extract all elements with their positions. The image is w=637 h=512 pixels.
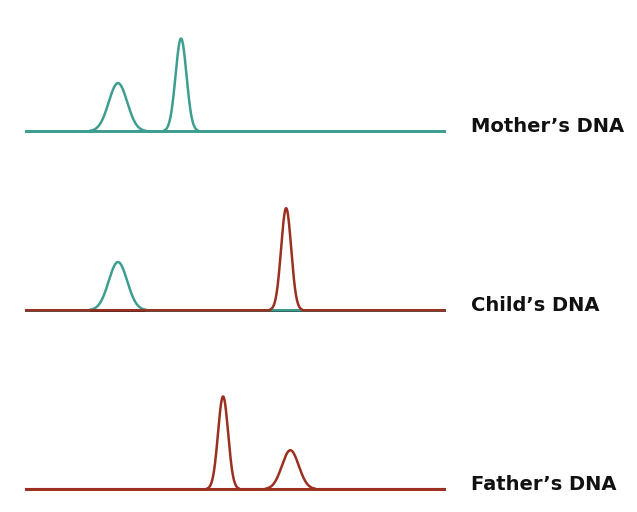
Text: Father’s DNA: Father’s DNA (471, 475, 617, 494)
Text: Child’s DNA: Child’s DNA (471, 296, 599, 315)
Text: Mother’s DNA: Mother’s DNA (471, 117, 624, 136)
